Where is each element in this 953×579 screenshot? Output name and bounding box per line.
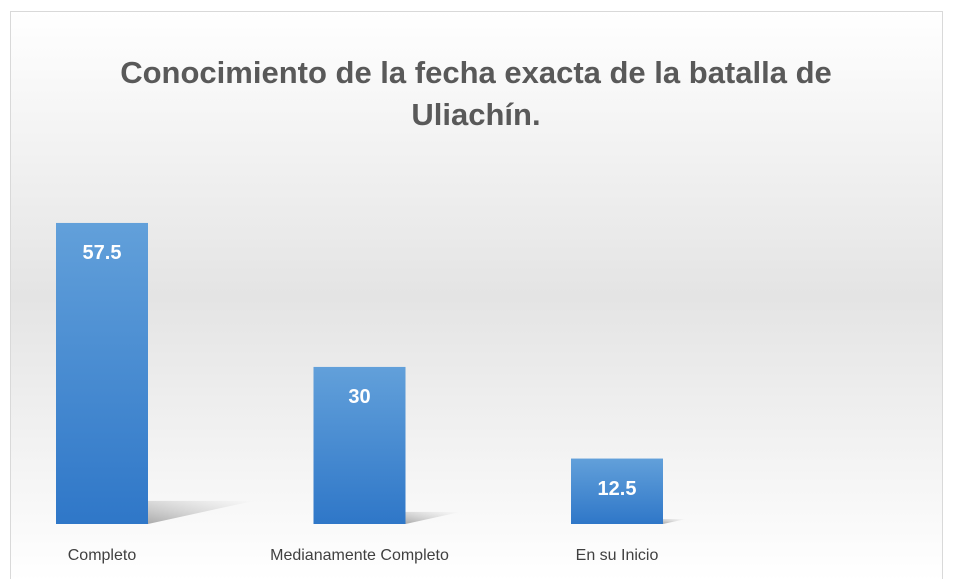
data-label: 12.5 <box>598 478 637 500</box>
bar-shadow <box>663 518 687 524</box>
bar-shadow <box>148 500 254 524</box>
data-label: 57.5 <box>83 242 122 264</box>
bar <box>571 458 663 524</box>
bar <box>56 222 148 525</box>
data-label: 30 <box>348 386 370 408</box>
bar-shadow <box>405 511 461 524</box>
chart-title: Conocimiento de la fecha exacta de la ba… <box>120 55 832 132</box>
bar <box>313 366 406 524</box>
chart-area <box>10 11 943 579</box>
x-tick-label: Completo <box>68 547 137 564</box>
x-tick-label: Medianamente Completo <box>270 547 449 564</box>
x-tick-label: En su Inicio <box>576 547 659 564</box>
